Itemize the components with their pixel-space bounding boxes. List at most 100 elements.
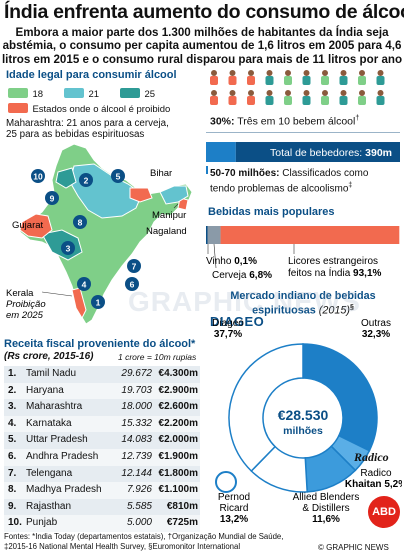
- revenue-heading: Receita fiscal proveniente do álcool*: [4, 338, 196, 350]
- pie-label-diageo: Diageo 37,7%: [212, 318, 244, 340]
- maharashtra-note-line-2: 25 para as bebidas espirituosas: [6, 129, 145, 140]
- person-icon: [302, 70, 311, 85]
- cell-eur: €1.800m: [158, 467, 198, 479]
- map-marker-5-label: 5: [116, 172, 121, 182]
- cell-rs: 18.000: [121, 401, 152, 413]
- cell-rank: 9.: [8, 500, 17, 512]
- drinkers-stat-text: Três em 10 bebem álcool: [237, 115, 356, 128]
- maharashtra-note: Maharashtra: 21 anos para a cerveja, 25 …: [6, 118, 169, 140]
- cell-rank: 7.: [8, 467, 17, 479]
- pie-label-allied-blenders-distillers: Allied Blenders & Distillers 11,6%: [293, 492, 360, 525]
- radico-logo: Radico: [354, 450, 389, 464]
- pie-center-unit: milhões: [283, 425, 323, 437]
- map-marker-3: 3: [61, 241, 75, 255]
- cell-eur: €2.900m: [158, 384, 198, 396]
- person-icon: [265, 90, 274, 105]
- table-row: 1. Tamil Nadu 29.672 €4.300m: [4, 366, 200, 383]
- table-row: 10. Punjab 5.000 €725m: [4, 515, 200, 532]
- map-heading: Idade legal para consumir álcool: [6, 69, 177, 81]
- cell-eur: €1.900m: [158, 451, 198, 462]
- cell-rs: 5.585: [126, 500, 152, 512]
- bar-problem-drinkers: [206, 142, 236, 162]
- cell-state: Rajasthan: [26, 500, 72, 512]
- pie-slice-diageo: [228, 343, 304, 473]
- market-heading-line-1: Mercado indiano de bebidas: [230, 290, 376, 302]
- map-marker-7: 7: [127, 259, 141, 273]
- person-icon: [210, 90, 218, 105]
- people-icons: [210, 70, 385, 105]
- legend-label-prohibited: Estados onde o álcool é proibido: [32, 104, 171, 115]
- table-row: 2. Haryana 19.703 €2.900m: [4, 382, 200, 400]
- leader-nagaland: [173, 203, 179, 209]
- map-marker-1: 1: [91, 295, 105, 309]
- cell-state: Andhra Pradesh: [26, 451, 99, 462]
- map-marker-8: 8: [73, 215, 87, 229]
- cell-state: Karnataka: [26, 417, 72, 429]
- footer-sources-line-1: Fontes: *India Today (departamentos esta…: [4, 532, 284, 541]
- watermark: GRAPHIC NEWS: [128, 286, 361, 317]
- cell-rs: 29.672: [121, 368, 152, 379]
- abd-logo: ABD: [368, 496, 400, 528]
- problem-text-1: Classificados como: [282, 168, 369, 179]
- problem-drinkers-note: 50-70 milhões: Classificados como tendo …: [210, 168, 368, 194]
- table-row: 8. Madhya Pradesh 7.926 €1.100m: [4, 482, 200, 499]
- pie-label-pernod-ricard: Pernod Ricard 13,2%: [218, 492, 250, 525]
- table-row: 9. Rajasthan 5.585 €810m: [4, 498, 200, 516]
- cell-eur: €2.600m: [158, 401, 198, 413]
- map-marker-7-label: 7: [132, 262, 137, 272]
- market-heading: Mercado indiano de bebidas espirituosas …: [204, 290, 402, 317]
- label-kerala-note-1: Proibição: [6, 299, 46, 310]
- legend-item-21: 21: [64, 85, 99, 103]
- table-row: 5. Uttar Pradesh 14.083 €2.000m: [4, 432, 200, 449]
- cell-rank: 5.: [8, 434, 17, 446]
- map-marker-6-label: 6: [130, 280, 135, 290]
- cell-state: Tamil Nadu: [26, 368, 77, 379]
- market-mark: §: [349, 304, 354, 311]
- cell-rank: 2.: [8, 384, 17, 396]
- market-pie-chart: €28.530 milhões Diageo 37,7% Outras 32,3% Radi…: [212, 318, 402, 525]
- label-manipur: Manipur: [152, 210, 186, 221]
- cell-rank: 10.: [8, 517, 22, 529]
- drinkers-panel: 30%: Três em 10 bebem álcool† Total de b…: [204, 68, 402, 198]
- person-icon: [247, 70, 255, 85]
- region-bihar: [129, 187, 153, 203]
- label-kerala: Kerala: [6, 288, 34, 299]
- legend-swatch-prohibited: [8, 103, 28, 113]
- subtitle-line-3: litros em 2015 e o consumo rural disparo…: [1, 52, 403, 66]
- bar-vinho: [206, 226, 208, 244]
- cell-state: Telengana: [26, 467, 73, 479]
- legend-label-25: 25: [144, 89, 156, 100]
- cell-state: Madhya Pradesh: [26, 484, 102, 496]
- cell-rs: 19.703: [121, 384, 152, 396]
- india-map: 10 9 2 5 8 3 7 6 4 1 Gujarat Bihar Manip…: [6, 143, 193, 325]
- map-marker-10: 10: [31, 169, 45, 183]
- drinkers-stat: 30%: Três em 10 bebem álcool†: [210, 115, 359, 128]
- map-marker-10-label: 10: [33, 172, 43, 182]
- map-marker-9-label: 9: [50, 194, 55, 204]
- legend-item-18: 18: [8, 85, 43, 103]
- market-year: (2015): [318, 304, 350, 317]
- footer-sources-line-2: ‡2015-16 National Mental Health Survey, …: [4, 541, 241, 551]
- person-icon: [339, 90, 348, 105]
- person-icon: [321, 70, 329, 85]
- map-marker-8-label: 8: [78, 218, 83, 228]
- cell-eur: €1.100m: [158, 484, 198, 496]
- map-marker-9: 9: [45, 191, 59, 205]
- table-row: 3. Maharashtra 18.000 €2.600m: [4, 399, 200, 416]
- drinkers-stat-mark: †: [355, 115, 360, 122]
- cell-rs: 14.083: [121, 434, 152, 446]
- legend-item-25: 25: [120, 85, 155, 103]
- diageo-logo: DIAGEO: [210, 314, 265, 329]
- cell-eur: €2.200m: [158, 417, 198, 429]
- region-25-punjab: [55, 167, 77, 189]
- label-kerala-note-2: em 2025: [6, 310, 44, 321]
- cell-rank: 3.: [8, 401, 17, 413]
- map-marker-2-label: 2: [84, 176, 89, 186]
- person-icon: [302, 90, 311, 105]
- cell-rank: 8.: [8, 484, 17, 496]
- map-panel: Idade legal para consumir álcool 18 21 2…: [2, 68, 202, 334]
- map-marker-2: 2: [79, 173, 93, 187]
- map-legend: 18 21 25 Estados onde o álcool é proibid…: [6, 83, 200, 119]
- label-licores-1: Licores estrangeiros: [288, 256, 378, 267]
- region-ne: [159, 185, 189, 205]
